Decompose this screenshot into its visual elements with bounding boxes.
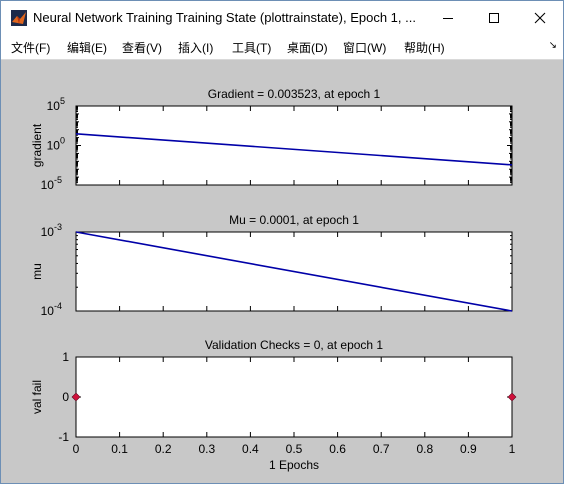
axes-box-1 xyxy=(75,105,513,186)
maximize-icon xyxy=(489,13,499,23)
xtick-label: 0.6 xyxy=(329,442,346,456)
window-title: Neural Network Training Training State (… xyxy=(33,10,416,25)
xtick-label: 0.4 xyxy=(242,442,259,456)
plot-title-1: Gradient = 0.003523, at epoch 1 xyxy=(208,87,381,101)
series-line-2 xyxy=(75,231,513,312)
xtick-label: 0.7 xyxy=(373,442,390,456)
title-bar[interactable]: Neural Network Training Training State (… xyxy=(1,1,563,35)
xlabel: 1 Epochs xyxy=(269,458,319,472)
series-line-1 xyxy=(75,133,513,166)
menu-tools[interactable]: 工具(T) xyxy=(232,41,272,55)
matlab-icon xyxy=(11,10,27,26)
ytick-label: 10-4 xyxy=(41,301,62,318)
menu-window[interactable]: 窗口(W) xyxy=(343,41,387,55)
xtick-label: 0 xyxy=(73,442,80,456)
plot-title-2: Mu = 0.0001, at epoch 1 xyxy=(229,213,359,227)
menu-file[interactable]: 文件(F) xyxy=(11,41,51,55)
xtick-label: 0.8 xyxy=(416,442,433,456)
ytick-label: -1 xyxy=(58,430,69,444)
ylabel-1: gradient xyxy=(30,123,44,167)
xtick-label: 0.2 xyxy=(155,442,172,456)
minimize-icon xyxy=(443,18,453,19)
ytick-label: 10-3 xyxy=(41,222,62,239)
data-point-diamond xyxy=(71,392,81,402)
ytick-label: 1 xyxy=(62,350,69,364)
plots-svg: Gradient = 0.003523, at epoch 1gradient1… xyxy=(30,87,517,472)
minimize-button[interactable] xyxy=(425,1,471,35)
ytick-label: 0 xyxy=(62,390,69,404)
figure-canvas: Gradient = 0.003523, at epoch 1 gradient 1… xyxy=(1,60,563,483)
xtick-label: 0.3 xyxy=(198,442,215,456)
ylabel-2: mu xyxy=(30,263,44,280)
close-button[interactable] xyxy=(517,1,563,35)
axes-box-3 xyxy=(75,356,513,438)
data-point-diamond xyxy=(507,392,517,402)
ylabel-3: val fail xyxy=(30,380,44,414)
xtick-label: 0.9 xyxy=(460,442,477,456)
maximize-button[interactable] xyxy=(471,1,517,35)
xtick-label: 0.5 xyxy=(286,442,303,456)
menu-desktop[interactable]: 桌面(D) xyxy=(287,41,328,55)
ytick-label: 10-5 xyxy=(41,175,62,192)
menu-help[interactable]: 帮助(H) xyxy=(404,41,445,55)
menu-insert[interactable]: 插入(I) xyxy=(178,41,214,55)
close-icon xyxy=(534,12,546,24)
ytick-label: 100 xyxy=(47,136,65,153)
dock-arrow-icon[interactable]: ↘ xyxy=(548,40,557,51)
menu-bar: 文件(F) 编辑(E) 查看(V) 插入(I) 工具(T) 桌面(D) 窗口(W… xyxy=(1,35,563,60)
menu-view[interactable]: 查看(V) xyxy=(122,41,162,55)
xtick-label: 0.1 xyxy=(111,442,128,456)
xtick-label: 1 xyxy=(509,442,516,456)
plot-title-3: Validation Checks = 0, at epoch 1 xyxy=(205,338,384,352)
ytick-label: 105 xyxy=(47,96,65,113)
menu-edit[interactable]: 编辑(E) xyxy=(67,41,107,55)
